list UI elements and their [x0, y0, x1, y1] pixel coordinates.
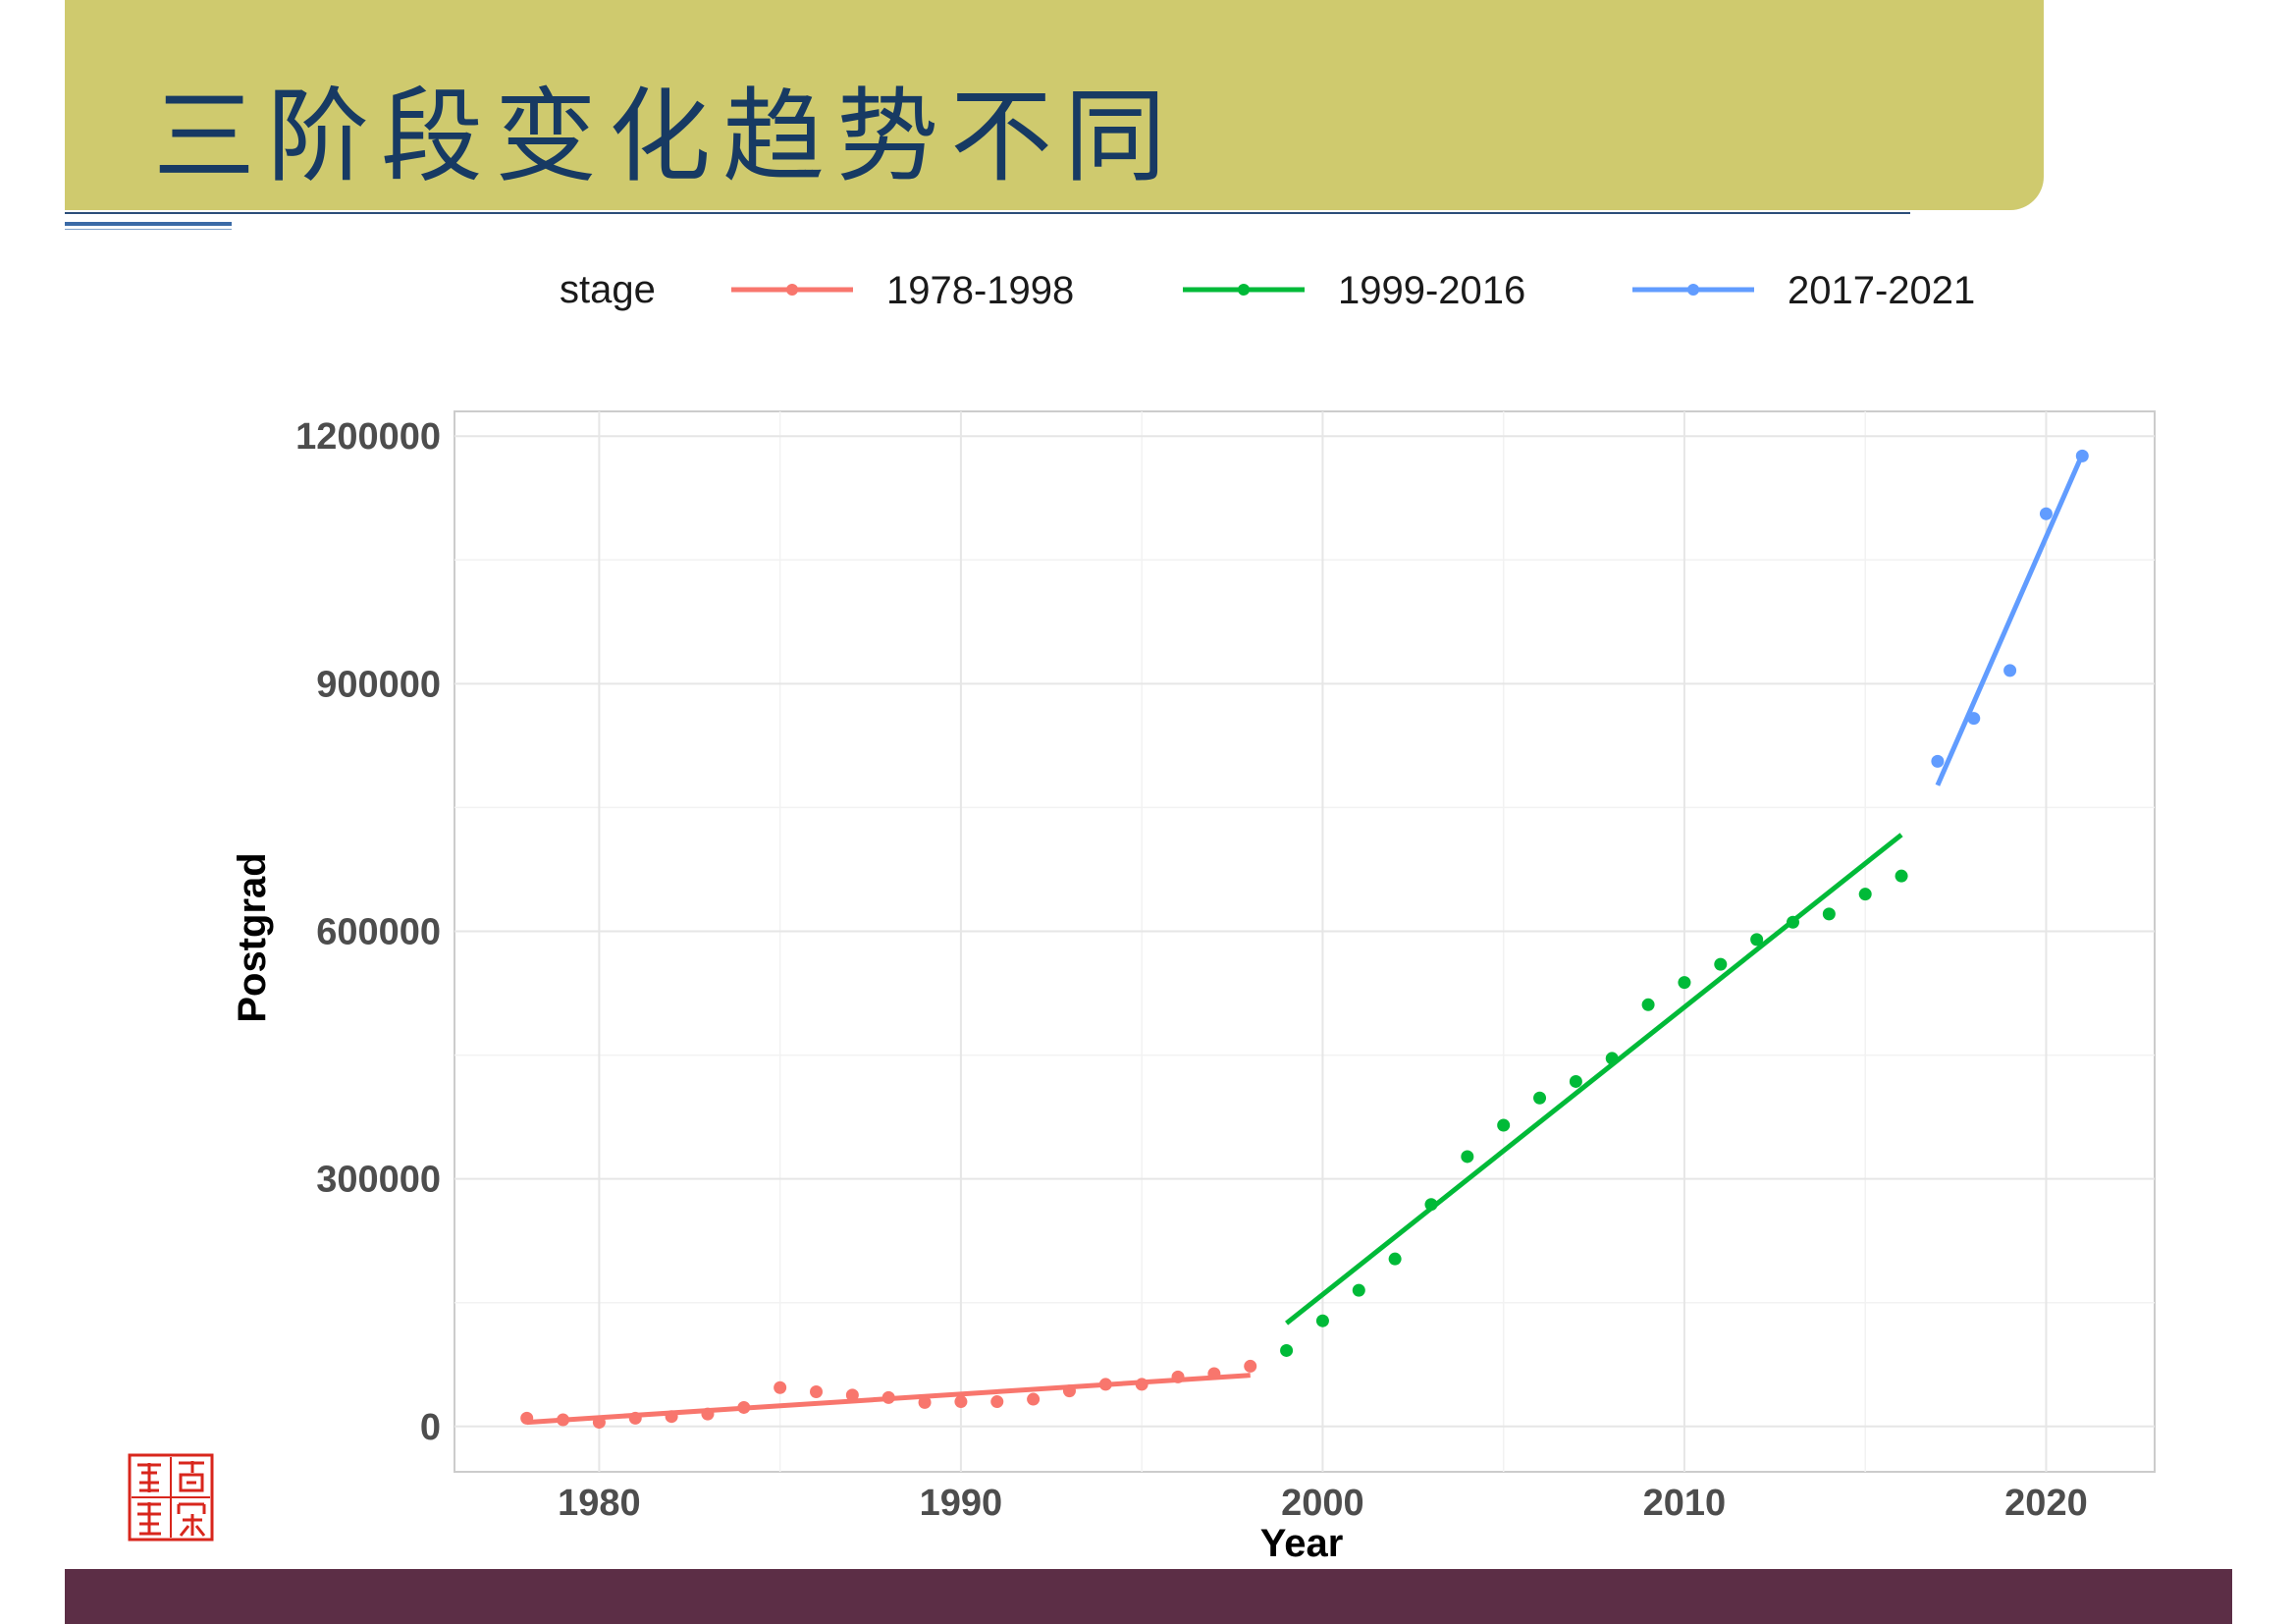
legend-key-point [1238, 284, 1250, 296]
data-point [2039, 507, 2053, 520]
x-axis-ticks: 1980 1990 2000 2010 2020 [558, 1483, 2088, 1524]
legend-key-point [1687, 284, 1699, 296]
footer-band [65, 1569, 2232, 1624]
data-point [1098, 1378, 1112, 1391]
y-tick-label: 0 [420, 1407, 441, 1448]
x-tick-label: 2000 [1281, 1483, 1364, 1524]
chart-legend: stage 1978-1998 1999-2016 2017-2021 [560, 268, 1975, 312]
data-point [954, 1395, 968, 1409]
y-tick-label: 600000 [316, 911, 441, 952]
data-point [557, 1413, 570, 1427]
data-point [592, 1416, 606, 1430]
x-tick-label: 1980 [558, 1483, 641, 1524]
title-accent-line [65, 222, 232, 226]
data-point [1388, 1252, 1402, 1266]
y-tick-label: 1200000 [295, 416, 441, 458]
trend-line [1935, 453, 2085, 786]
y-axis-title: Postgrad [231, 852, 274, 1022]
data-point [1171, 1370, 1185, 1383]
data-point [1714, 957, 1728, 971]
y-axis-ticks: 0 300000 600000 900000 1200000 [295, 416, 441, 1448]
data-point [520, 1411, 534, 1425]
x-tick-label: 2020 [2004, 1483, 2088, 1524]
data-point [990, 1395, 1004, 1409]
data-point [1315, 1314, 1329, 1327]
y-tick-label: 300000 [316, 1160, 441, 1201]
data-point [1641, 998, 1655, 1011]
data-point [1027, 1392, 1041, 1406]
data-point [1497, 1118, 1511, 1132]
data-point [1967, 712, 1981, 726]
slide-title: 三阶段变化趋势不同 [153, 77, 1179, 196]
legend-label: 2017-2021 [1788, 269, 1975, 312]
seal-stamp [128, 1453, 214, 1542]
data-point [1207, 1367, 1221, 1380]
data-point [1062, 1384, 1076, 1398]
data-point [1822, 907, 1836, 921]
grid-lines [454, 411, 2155, 1472]
data-point [1461, 1150, 1474, 1164]
data-point [665, 1410, 678, 1424]
data-point [845, 1388, 859, 1402]
data-point [810, 1384, 824, 1398]
legend-label: 1999-2016 [1338, 269, 1525, 312]
data-point [1135, 1378, 1148, 1391]
data-point [628, 1411, 642, 1425]
legend-title: stage [560, 268, 656, 311]
x-tick-label: 2010 [1643, 1483, 1727, 1524]
legend-key-point [786, 284, 798, 296]
data-point [737, 1400, 751, 1414]
legend-item: 1978-1998 [731, 269, 1074, 312]
title-underline [65, 212, 1910, 214]
data-point [1931, 754, 1945, 768]
data-point [1750, 933, 1764, 947]
legend-item: 2017-2021 [1632, 269, 1975, 312]
data-point [1352, 1283, 1365, 1297]
x-tick-label: 1990 [920, 1483, 1003, 1524]
data-point [1424, 1198, 1438, 1212]
x-axis-title: Year [1260, 1522, 1344, 1565]
legend-label: 1978-1998 [886, 269, 1074, 312]
data-point [1605, 1052, 1619, 1065]
trend-line [1285, 833, 1903, 1326]
title-banner [65, 0, 2044, 210]
data-points [520, 449, 2089, 1430]
data-point [881, 1390, 895, 1404]
data-point [1895, 869, 1908, 883]
data-point [1533, 1091, 1547, 1105]
data-point [701, 1407, 715, 1421]
data-point [1280, 1343, 1294, 1357]
data-point [1786, 915, 1799, 929]
y-tick-label: 900000 [316, 664, 441, 705]
data-point [1858, 888, 1872, 901]
data-point [2075, 449, 2089, 462]
data-point [1569, 1074, 1582, 1088]
data-point [774, 1380, 787, 1394]
legend-item: 1999-2016 [1183, 269, 1525, 312]
data-point [2003, 664, 2017, 677]
data-point [918, 1395, 932, 1409]
title-accent-line-thin [65, 229, 232, 230]
data-point [1244, 1359, 1257, 1373]
plot-panel [454, 410, 2156, 1473]
data-point [1678, 976, 1691, 990]
